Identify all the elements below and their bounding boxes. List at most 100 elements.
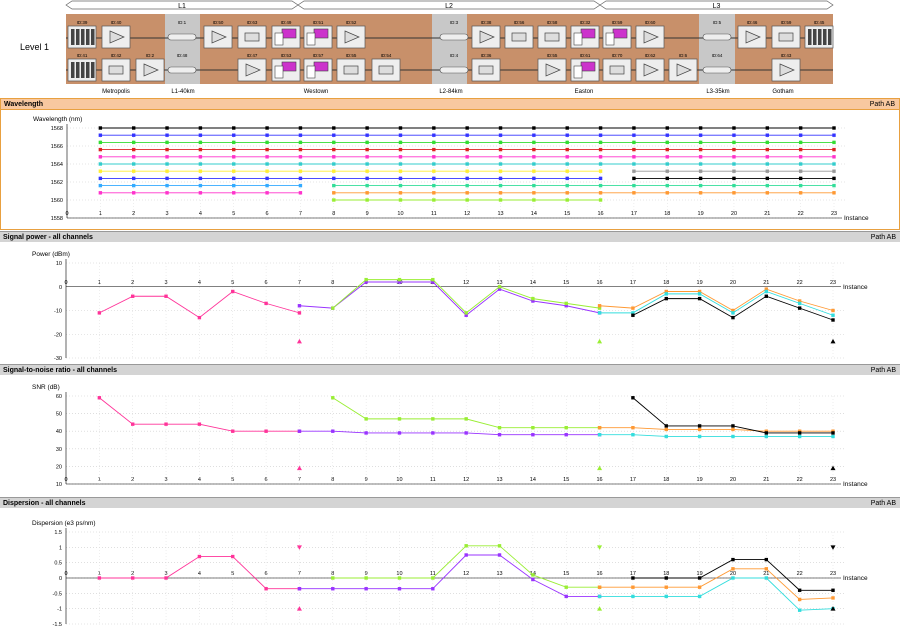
device-id: ID:53 xyxy=(281,53,292,58)
rack-slot-icon xyxy=(91,62,95,78)
power-panel-header[interactable]: Signal power - all channels Path AB xyxy=(0,231,900,242)
fiber-spool-icon xyxy=(167,33,197,41)
data-point xyxy=(465,147,469,152)
data-point xyxy=(398,176,403,181)
data-point xyxy=(432,147,436,152)
device-id: ID:61 xyxy=(580,53,591,58)
data-point xyxy=(532,198,536,202)
data-point xyxy=(331,576,335,580)
dispersion-panel-header[interactable]: Dispersion - all channels Path AB xyxy=(0,497,900,508)
dispersion-panel: Dispersion - all channels Path AB 1.5 1 0.… xyxy=(0,497,900,630)
data-point xyxy=(332,162,336,166)
data-point xyxy=(831,318,835,322)
data-point xyxy=(165,169,169,173)
data-point xyxy=(665,126,669,130)
y-tick-label: -20 xyxy=(54,332,62,338)
data-point xyxy=(531,296,535,301)
filter-icon xyxy=(378,65,394,75)
data-point xyxy=(198,191,203,195)
device-id: ID:36 xyxy=(481,53,492,58)
data-point xyxy=(665,140,669,145)
data-point xyxy=(464,313,468,317)
data-point xyxy=(732,191,736,195)
data-point xyxy=(764,567,769,571)
data-point xyxy=(497,425,502,430)
data-point xyxy=(698,162,703,166)
data-point xyxy=(98,126,103,130)
switch-icon xyxy=(612,28,628,39)
data-point xyxy=(598,169,603,173)
rack-slot-icon xyxy=(76,62,80,78)
data-point xyxy=(831,434,835,439)
span-label: L3 xyxy=(713,3,721,10)
data-point xyxy=(665,147,669,152)
y-tick-label: 1568 xyxy=(51,126,63,132)
device-id: ID:4 xyxy=(450,53,459,58)
data-point xyxy=(332,176,336,181)
data-point xyxy=(397,280,402,284)
data-point xyxy=(364,280,368,284)
x-tick-label: 3 xyxy=(165,280,168,286)
data-point xyxy=(498,155,503,159)
y-tick-label: 60 xyxy=(56,394,62,400)
x-tick-label: 14 xyxy=(530,280,536,286)
x-tick-label: 21 xyxy=(764,211,770,217)
data-point xyxy=(165,176,169,181)
data-point xyxy=(798,169,803,173)
data-point xyxy=(597,585,602,589)
device-id: ID:45 xyxy=(814,20,825,25)
data-point xyxy=(198,147,203,152)
data-point xyxy=(532,147,536,152)
data-point xyxy=(365,133,369,137)
x-tick-label: 8 xyxy=(332,211,335,217)
x-tick-label: 1 xyxy=(98,280,101,286)
data-point xyxy=(98,140,103,145)
data-point xyxy=(98,162,103,166)
data-point xyxy=(564,594,568,599)
y-axis-label: SNR (dB) xyxy=(32,384,60,391)
device-id: ID:51 xyxy=(313,20,324,25)
data-point xyxy=(765,155,770,159)
data-point xyxy=(598,183,603,188)
data-point xyxy=(232,126,236,130)
data-point xyxy=(831,308,835,313)
rack-slot-icon xyxy=(813,29,817,45)
data-point xyxy=(297,587,302,591)
x-tick-label: 19 xyxy=(697,280,703,286)
data-point xyxy=(398,169,403,173)
series-line xyxy=(299,554,600,597)
data-point xyxy=(565,198,569,202)
snr-panel-header[interactable]: Signal-to-noise ratio - all channels Pat… xyxy=(0,364,900,375)
site-label: L1-40km xyxy=(171,89,194,95)
y-tick-label: 10 xyxy=(56,482,62,488)
data-point xyxy=(532,183,536,188)
data-point xyxy=(564,301,568,306)
data-point xyxy=(265,162,269,166)
data-point xyxy=(98,155,103,159)
marker-point xyxy=(830,465,836,471)
data-point xyxy=(131,176,136,181)
data-point xyxy=(565,126,569,130)
data-point xyxy=(332,191,336,195)
data-point xyxy=(765,162,770,166)
data-point xyxy=(164,422,168,426)
data-point xyxy=(464,553,468,557)
x-tick-label: 7 xyxy=(299,211,302,217)
data-point xyxy=(232,169,236,173)
data-point xyxy=(465,162,469,166)
data-point xyxy=(298,133,303,137)
data-point xyxy=(498,126,503,130)
x-tick-label: 15 xyxy=(564,211,570,217)
x-axis-label: Instance xyxy=(844,215,869,222)
data-point xyxy=(131,147,136,152)
x-tick-label: 19 xyxy=(698,211,704,217)
data-point xyxy=(97,311,102,315)
data-point xyxy=(465,126,469,130)
site-label: L3-35km xyxy=(706,89,729,95)
data-point xyxy=(397,277,402,282)
series-line xyxy=(599,291,834,316)
wavelength-panel-header[interactable]: Wavelength Path AB xyxy=(1,99,899,110)
data-point xyxy=(732,140,736,145)
